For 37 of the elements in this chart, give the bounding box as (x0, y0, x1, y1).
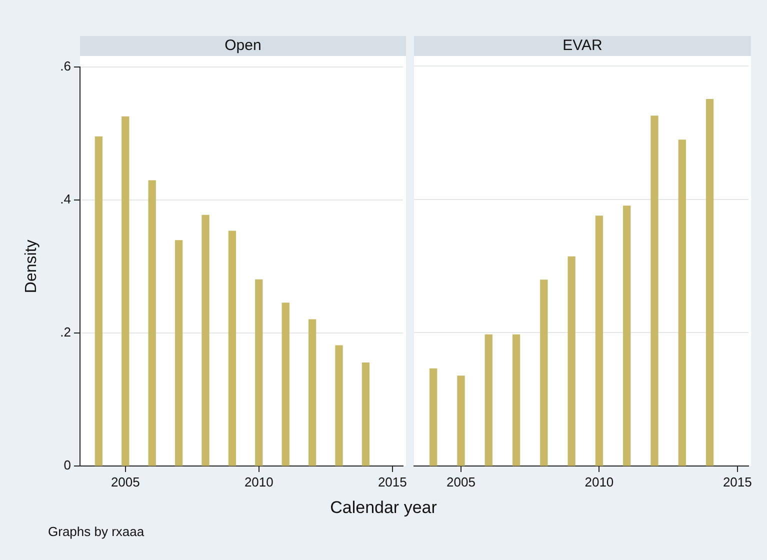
bar (540, 280, 548, 466)
bar (228, 230, 236, 466)
bar (430, 368, 438, 466)
x-tick-label: 2015 (378, 474, 407, 490)
x-tick-label: 2005 (446, 474, 476, 490)
text: Graphs by rxaaa (48, 524, 144, 539)
x-axis-title: Calendar year (329, 498, 438, 518)
bar (512, 334, 520, 466)
chart-title: Open (80, 36, 406, 56)
bar (484, 334, 492, 466)
bar (148, 180, 156, 466)
bar (678, 140, 686, 466)
x-tick-label: 2010 (584, 474, 614, 490)
x-tick-label: 2010 (244, 474, 274, 490)
bar (255, 279, 263, 466)
y-tick-label: .4 (60, 191, 71, 206)
bar (568, 256, 576, 466)
bar (623, 206, 631, 466)
bar (335, 345, 343, 466)
bar (650, 116, 658, 466)
x-tick-label: 2005 (110, 474, 140, 490)
y-tick-label: 0 (64, 458, 71, 473)
bar (94, 136, 103, 466)
bar (362, 362, 370, 466)
bar (308, 319, 316, 466)
bar (595, 216, 604, 466)
bar (122, 116, 130, 466)
x-tick-label: 2015 (722, 474, 752, 490)
y-axis-title: Density (23, 240, 40, 294)
chart-title: EVAR (414, 36, 751, 56)
bar (174, 240, 183, 466)
bar (282, 302, 290, 466)
y-tick-label: .6 (60, 58, 71, 74)
bar (457, 376, 465, 466)
bar (706, 99, 714, 466)
bar (202, 214, 210, 466)
y-tick-label: .2 (60, 324, 71, 340)
